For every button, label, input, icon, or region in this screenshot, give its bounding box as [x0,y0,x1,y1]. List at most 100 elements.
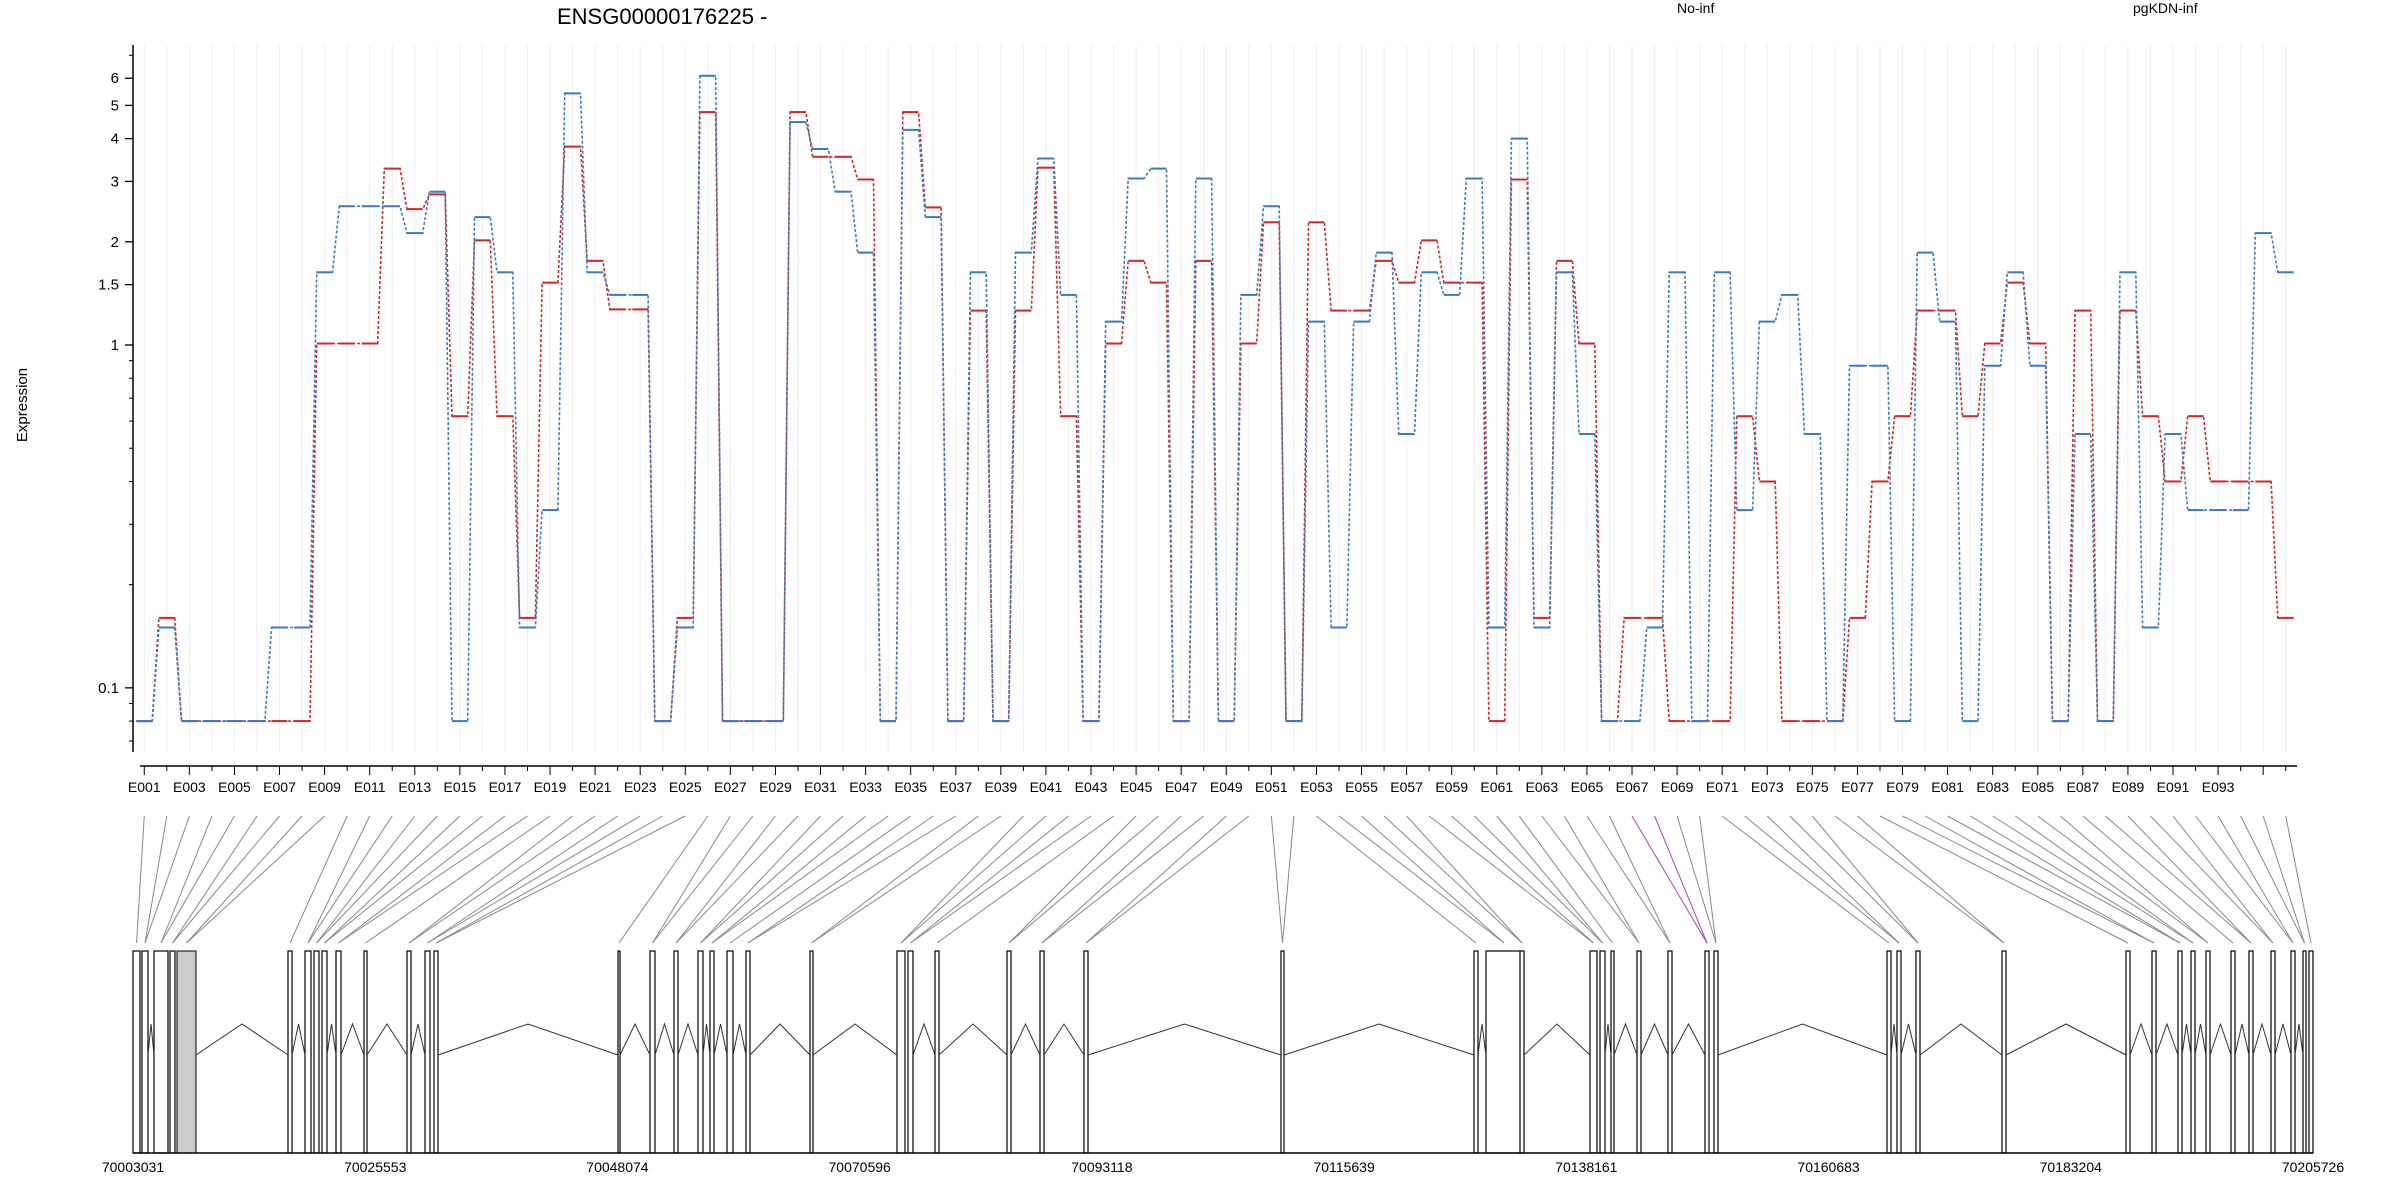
intron [1283,1023,1475,1056]
exon-connector [2217,815,2294,944]
exon-connector [2127,815,2252,944]
exon-connector [289,815,348,944]
intron [2181,1023,2192,1056]
x-tick-label: E053 [1300,779,1333,795]
exon-block [673,950,679,1154]
intron [938,1023,1008,1056]
intron [340,1022,365,1056]
exon-connector [365,815,551,944]
intron [1477,1023,1487,1056]
exon-connector [2195,815,2294,944]
x-tick-label: E057 [1390,779,1423,795]
exon-connector [1631,815,1708,944]
exon-connector [2037,815,2209,944]
intron [654,1022,675,1056]
intron [1717,1023,1888,1056]
intron [702,1023,711,1056]
exon-connector [1969,815,2181,944]
exon-connector [1383,815,1523,944]
exon-connector [910,815,1092,944]
x-tick-label: E007 [263,779,296,795]
exon-block [1485,950,1523,1154]
exon-connector [711,815,889,944]
exon-connector [144,815,190,944]
x-tick-label: E085 [2021,779,2054,795]
exon-block [1519,950,1525,1154]
exon-block [1886,950,1892,1154]
exon-connector [1721,815,1890,944]
exon-block [141,950,149,1154]
exon-block [433,950,439,1154]
intron [749,1023,811,1056]
exon-connector [700,815,821,944]
exon-block [2177,950,2183,1154]
exon-block [2290,950,2296,1154]
x-tick-label: E065 [1571,779,1604,795]
exon-connector [1282,815,1295,944]
genomic-tick-label: 70048074 [586,1159,649,1175]
grid-lines [143,45,2287,752]
exon-connector [1586,815,1671,944]
exon-connector [427,815,618,944]
exon-connector [1924,815,2155,944]
legend-entry-pgkdn-inf: pgKDN-inf [2133,0,2198,16]
x-tick-label: E031 [804,779,837,795]
exon-connector [307,815,393,944]
exon-block [697,950,704,1154]
intron [2294,1023,2304,1056]
exon-connector [1541,815,1640,944]
intron [410,1023,426,1056]
exon-block [1896,950,1902,1154]
exon-block [726,950,734,1154]
exon-block [2270,950,2276,1154]
x-tick-label: E075 [1796,779,1829,795]
exon-connector [675,815,776,944]
exon-connector [711,815,866,944]
exon-connector [1699,815,1717,944]
exon-connector [652,815,731,944]
x-tick-label: E009 [308,779,341,795]
x-tick-label: E063 [1526,779,1559,795]
exon-connector [160,815,235,944]
exon-connector [2082,815,2234,944]
exon-connector [435,815,686,944]
intron [812,1023,898,1056]
intron [1613,1022,1638,1056]
exon-block [896,950,906,1154]
exon-connector [316,815,438,944]
exon-connector [1902,815,2155,944]
exon-connector [338,815,506,944]
chart-title: ENSG00000176225 - [557,4,767,29]
x-tick-label: E027 [714,779,747,795]
intron [713,1023,728,1056]
exon-block [2190,950,2196,1154]
intron [732,1023,747,1056]
x-tick-label: E005 [218,779,251,795]
exon-connector [1085,815,1250,944]
intron [2129,1022,2153,1056]
exon-connector [747,815,934,944]
exon-block [1083,950,1089,1154]
exon-connector [1744,815,1900,944]
intron [2274,1023,2292,1056]
exon-connector [1676,815,1717,944]
series-pgkdn-inf [136,74,2294,723]
exon-connector [136,815,145,944]
exon-block [2308,950,2314,1154]
exon-connector [1316,815,1477,944]
exon-connector [186,815,325,944]
intron [1043,1023,1085,1056]
y-tick-label: 4 [111,131,119,148]
x-axis-exons: E001 E003 E005 E007 E009 E011 E013 E015 E017 E019… [128,765,2297,795]
exon-block [1589,950,1598,1154]
x-tick-label: E081 [1931,779,1964,795]
x-tick-label: E021 [579,779,612,795]
exon-block [1006,950,1012,1154]
x-tick-label: E033 [849,779,882,795]
x-tick-label: E039 [985,779,1018,795]
exon-connector [652,815,754,944]
x-tick-label: E079 [1886,779,1919,795]
genomic-tick-label: 70138161 [1555,1159,1618,1175]
exon-connector [1789,815,1919,944]
intron [1890,1023,1898,1056]
